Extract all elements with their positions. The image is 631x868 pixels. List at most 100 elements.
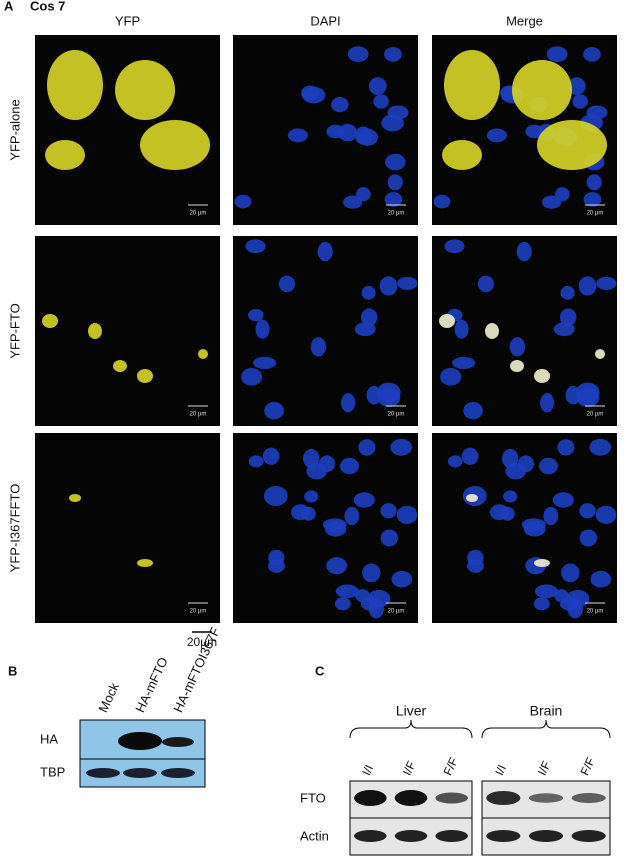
scale-label: 20 µm [190,211,207,217]
nucleus [447,455,463,468]
yfp-signal [47,50,103,120]
band [118,732,162,750]
nucleus [444,239,465,254]
nucleus [560,285,575,300]
band [161,768,195,778]
lane-label: F/F [441,755,461,777]
nucleus [517,455,534,473]
nucleus [557,439,575,456]
nucleus [303,448,320,469]
panel-letter: C [315,663,325,678]
group-label: Liver [396,703,427,719]
nucleus [567,77,586,95]
nucleus [397,276,418,290]
panel-letter: B [8,663,17,678]
scale-label: 20 µm [587,609,604,615]
lane-label: F/F [578,755,598,777]
nucleus [396,505,418,524]
nucleus [264,401,284,420]
yfp-signal [69,494,81,502]
lane-label: I/I [492,763,509,778]
nucleus [391,570,413,588]
nucleus [583,46,601,62]
nucleus [433,194,451,209]
nucleus [347,46,369,63]
nucleus [380,529,399,547]
yfp-signal [442,140,482,170]
nucleus [385,153,406,171]
nucleus [461,447,479,465]
nucleus [248,308,264,322]
scale-label: 20 µm [587,211,604,217]
band [486,830,521,842]
nucleus [317,241,333,262]
nucleus [368,598,385,619]
nucleus [452,356,476,370]
nucleus [595,505,617,524]
column-header: Merge [506,13,543,28]
nucleus [463,401,483,420]
scale-label: 20 µm [388,211,405,217]
scale-label: 20 µm [388,609,405,615]
nucleus [322,518,347,532]
nucleus [268,549,285,566]
nucleus [326,557,347,575]
nucleus [343,195,363,209]
yfp-signal [534,369,550,383]
column-header: YFP [115,13,140,28]
nucleus [340,393,356,413]
band [486,791,521,805]
nucleus [241,367,263,386]
nucleus [516,241,532,262]
yfp-signal [198,349,208,359]
yfp-signal [42,314,58,328]
nucleus [387,105,409,120]
nucleus [248,455,264,468]
nucleus [344,506,360,526]
yfp-signal [595,349,605,359]
nucleus [373,94,389,109]
nucleus [539,393,555,413]
yfp-signal [140,120,210,170]
nucleus [486,128,507,143]
nucleus [477,275,494,293]
band [86,768,120,778]
nucleus [290,504,310,521]
nucleus [360,308,378,327]
nucleus [586,174,602,191]
band [571,830,606,842]
column-header: DAPI [310,13,340,28]
nucleus [335,584,359,599]
scale-label: 20 µm [190,609,207,615]
nucleus [334,597,351,611]
micrograph [35,433,220,623]
row-label: HA [40,731,58,746]
nucleus [586,105,608,120]
nucleus [368,77,387,95]
lane-label: Mock [95,680,122,715]
nucleus [358,439,376,456]
yfp-signal [485,323,499,339]
group-label: Brain [530,703,563,719]
band [571,793,606,803]
scale-label: 20 µm [190,412,207,418]
nucleus [552,492,574,508]
nucleus [489,504,509,521]
nucleus [583,192,602,207]
row-label: Actin [300,828,329,843]
nucleus [384,192,403,207]
yfp-signal [439,314,455,328]
yfp-signal [137,369,153,383]
yfp-signal [137,559,153,567]
nucleus [384,46,402,62]
nucleus [590,570,612,588]
nucleus [546,46,568,63]
nucleus [559,308,577,327]
scale-label: 20 µm [587,412,604,418]
yfp-signal [510,360,524,372]
nucleus [262,447,280,465]
panel-letter: A [4,0,14,13]
band [354,830,387,842]
band [354,790,387,806]
nucleus [255,319,270,339]
